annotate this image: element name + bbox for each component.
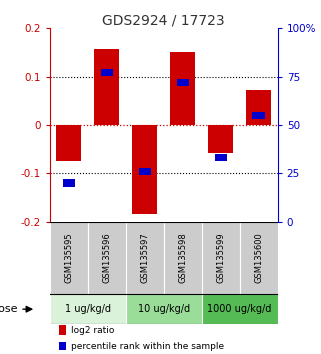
Bar: [240, 222, 278, 294]
Text: GSM135600: GSM135600: [254, 233, 263, 283]
Bar: [126, 294, 202, 324]
Title: GDS2924 / 17723: GDS2924 / 17723: [102, 13, 225, 27]
Bar: [59, 342, 66, 351]
Text: log2 ratio: log2 ratio: [71, 326, 114, 335]
Bar: [202, 294, 278, 324]
Bar: [126, 222, 164, 294]
Bar: [164, 222, 202, 294]
Bar: [50, 294, 126, 324]
Text: GSM135598: GSM135598: [178, 233, 187, 283]
Text: GSM135595: GSM135595: [64, 233, 73, 283]
Bar: [253, 112, 265, 119]
Text: dose: dose: [0, 304, 18, 314]
Bar: [59, 325, 66, 335]
Bar: [177, 79, 189, 86]
Bar: [100, 69, 113, 76]
Text: GSM135596: GSM135596: [102, 233, 111, 283]
Bar: [50, 222, 88, 294]
Bar: [202, 222, 240, 294]
Bar: [63, 179, 75, 187]
Bar: [246, 90, 271, 125]
Bar: [88, 222, 126, 294]
Bar: [139, 168, 151, 175]
Text: percentile rank within the sample: percentile rank within the sample: [71, 342, 224, 351]
Bar: [214, 154, 227, 161]
Text: GSM135599: GSM135599: [216, 233, 225, 283]
Bar: [208, 125, 233, 153]
Bar: [132, 125, 157, 215]
Bar: [170, 52, 195, 125]
Text: 10 ug/kg/d: 10 ug/kg/d: [138, 304, 190, 314]
Text: GSM135597: GSM135597: [140, 233, 149, 283]
Text: 1000 ug/kg/d: 1000 ug/kg/d: [207, 304, 272, 314]
Bar: [94, 48, 119, 125]
Text: 1 ug/kg/d: 1 ug/kg/d: [65, 304, 111, 314]
Bar: [56, 125, 81, 161]
